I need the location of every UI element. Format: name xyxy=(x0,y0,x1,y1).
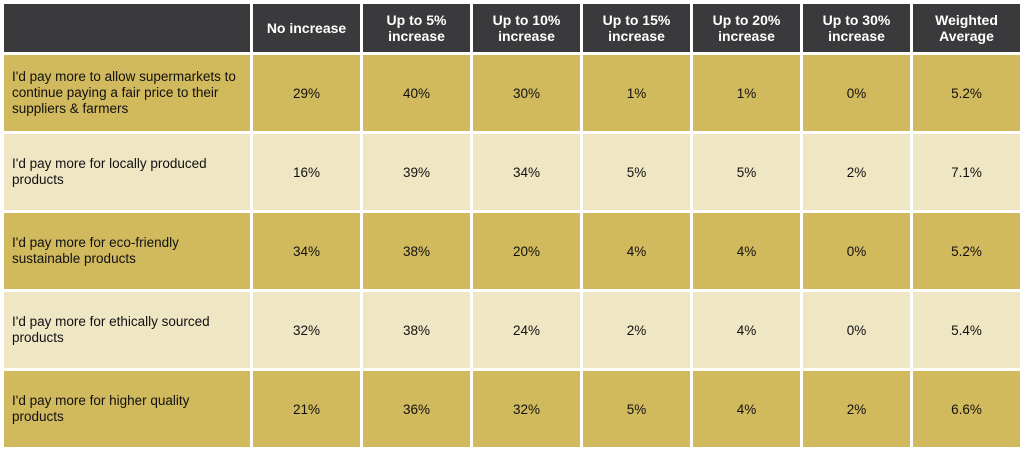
header-cell-corner xyxy=(4,4,250,52)
value-cell: 38% xyxy=(363,213,470,289)
value-cell: 40% xyxy=(363,55,470,131)
header-cell: Up to 10% increase xyxy=(473,4,580,52)
value-cell: 24% xyxy=(473,292,580,368)
value-cell: 2% xyxy=(803,371,910,447)
value-cell: 38% xyxy=(363,292,470,368)
row-label: I'd pay more for ethically sourced produ… xyxy=(4,292,250,368)
row-label: I'd pay more to allow supermarkets to co… xyxy=(4,55,250,131)
header-cell: Up to 30% increase xyxy=(803,4,910,52)
value-cell: 7.1% xyxy=(913,134,1020,210)
value-cell: 0% xyxy=(803,292,910,368)
table-row: I'd pay more for eco-friendly sustainabl… xyxy=(4,213,1020,289)
table-row: I'd pay more for higher quality products… xyxy=(4,371,1020,447)
value-cell: 34% xyxy=(253,213,360,289)
value-cell: 1% xyxy=(583,55,690,131)
row-label: I'd pay more for eco-friendly sustainabl… xyxy=(4,213,250,289)
value-cell: 32% xyxy=(473,371,580,447)
header-cell: No increase xyxy=(253,4,360,52)
value-cell: 4% xyxy=(583,213,690,289)
header-cell: Weighted Average xyxy=(913,4,1020,52)
value-cell: 0% xyxy=(803,55,910,131)
table-row: I'd pay more for locally produced produc… xyxy=(4,134,1020,210)
value-cell: 2% xyxy=(803,134,910,210)
table-row: I'd pay more to allow supermarkets to co… xyxy=(4,55,1020,131)
price-willingness-table: No increase Up to 5% increase Up to 10% … xyxy=(1,1,1023,450)
value-cell: 21% xyxy=(253,371,360,447)
value-cell: 0% xyxy=(803,213,910,289)
table-row: I'd pay more for ethically sourced produ… xyxy=(4,292,1020,368)
header-cell: Up to 5% increase xyxy=(363,4,470,52)
header-cell: Up to 20% increase xyxy=(693,4,800,52)
row-label: I'd pay more for higher quality products xyxy=(4,371,250,447)
value-cell: 5% xyxy=(583,134,690,210)
value-cell: 2% xyxy=(583,292,690,368)
header-row: No increase Up to 5% increase Up to 10% … xyxy=(4,4,1020,52)
value-cell: 29% xyxy=(253,55,360,131)
row-label: I'd pay more for locally produced produc… xyxy=(4,134,250,210)
value-cell: 5.2% xyxy=(913,213,1020,289)
value-cell: 5.2% xyxy=(913,55,1020,131)
value-cell: 1% xyxy=(693,55,800,131)
value-cell: 6.6% xyxy=(913,371,1020,447)
value-cell: 5% xyxy=(583,371,690,447)
header-cell: Up to 15% increase xyxy=(583,4,690,52)
value-cell: 20% xyxy=(473,213,580,289)
value-cell: 34% xyxy=(473,134,580,210)
value-cell: 39% xyxy=(363,134,470,210)
value-cell: 32% xyxy=(253,292,360,368)
value-cell: 30% xyxy=(473,55,580,131)
value-cell: 4% xyxy=(693,213,800,289)
value-cell: 4% xyxy=(693,371,800,447)
value-cell: 5% xyxy=(693,134,800,210)
value-cell: 4% xyxy=(693,292,800,368)
value-cell: 36% xyxy=(363,371,470,447)
value-cell: 5.4% xyxy=(913,292,1020,368)
value-cell: 16% xyxy=(253,134,360,210)
